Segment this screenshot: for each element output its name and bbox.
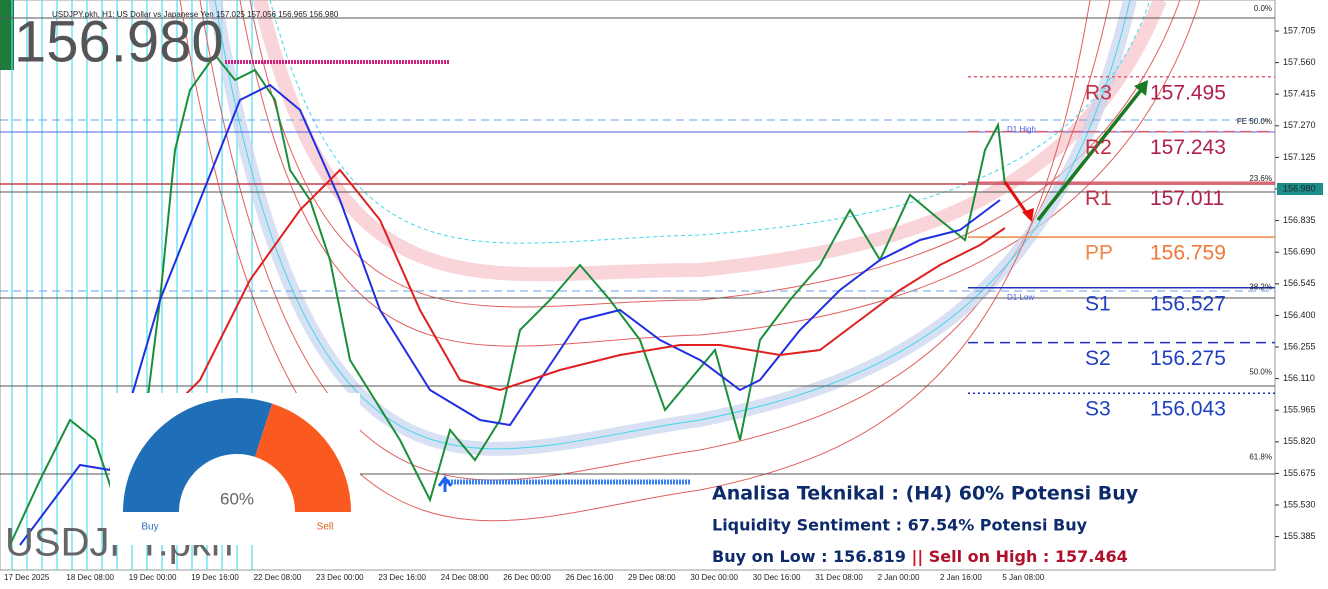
gauge-buy-arc [123, 398, 273, 512]
separator: || [912, 547, 924, 567]
time-tick-label: 17 Dec 2025 [4, 573, 50, 582]
gauge-label: 60% [220, 489, 254, 508]
price-tick-label: 156.545 [1283, 278, 1316, 288]
time-tick-label: 31 Dec 08:00 [815, 573, 863, 582]
time-tick-label: 5 Jan 08:00 [1002, 573, 1044, 582]
price-axis: 157.705 157.560 157.415 157.270 157.125 156.9… [1275, 25, 1323, 541]
symbol-line: USDJPY.pkh, H1: US Dollar vs Japanese Ye… [52, 10, 339, 19]
gauge-sell-arc [254, 403, 351, 512]
price-tick-label: 155.530 [1283, 499, 1316, 509]
pivot-value: 156.043 [1150, 398, 1226, 421]
time-tick-label: 2 Jan 00:00 [878, 573, 920, 582]
big-price: 156.980 [14, 9, 224, 74]
price-tick-label: 156.980 [1283, 183, 1316, 193]
pivot-name: PP [1085, 242, 1113, 265]
time-tick-label: 23 Dec 00:00 [316, 573, 364, 582]
up-trend-arrow [1036, 83, 1147, 222]
pivot-name: S1 [1085, 292, 1111, 315]
analysis-line: Liquidity Sentiment : 67.54% Potensi Buy [712, 516, 1088, 535]
time-tick-label: 22 Dec 08:00 [254, 573, 302, 582]
price-tick-label: 155.820 [1283, 436, 1316, 446]
price-tick-label: 155.965 [1283, 405, 1316, 415]
price-tick-label: 155.385 [1283, 531, 1316, 541]
pivot-name: R3 [1085, 81, 1112, 104]
gauge-sell: Sell [317, 522, 334, 533]
pivot-name: R2 [1085, 136, 1112, 159]
time-tick-label: 23 Dec 16:00 [378, 573, 426, 582]
pivot-name: S3 [1085, 398, 1111, 421]
time-tick-label: 26 Dec 16:00 [566, 573, 614, 582]
fib-label: 50.0% [1249, 368, 1272, 377]
regression-bands [179, 0, 1201, 522]
gauge-buy: Buy [141, 522, 158, 533]
time-tick-label: 2 Jan 16:00 [940, 573, 982, 582]
price-tick-label: 156.255 [1283, 341, 1316, 351]
price-tick-label: 157.125 [1283, 152, 1316, 162]
pivot-value: 156.759 [1150, 242, 1226, 265]
fib-label: 0.0% [1254, 4, 1272, 13]
price-tick-label: 156.835 [1283, 215, 1316, 225]
pivot-value: 156.275 [1150, 347, 1226, 370]
pivot-name: R1 [1085, 187, 1112, 210]
pivot-value: 156.527 [1150, 292, 1226, 315]
gauge [123, 398, 351, 512]
fib-label: 38.2% [1249, 283, 1272, 292]
time-tick-label: 30 Dec 00:00 [690, 573, 738, 582]
analysis-line: Buy on Low : 156.819 || Sell on High : 1… [712, 547, 1128, 567]
time-tick-label: 29 Dec 08:00 [628, 573, 676, 582]
time-tick-label: 24 Dec 08:00 [441, 573, 489, 582]
time-tick-label: 30 Dec 16:00 [753, 573, 801, 582]
time-tick-label: 18 Dec 08:00 [66, 573, 114, 582]
slow-ma [149, 168, 1006, 431]
pivot-value: 157.243 [1150, 136, 1226, 159]
pivot-labels: R3 157.495 R2 157.243 R1 157.011 PP 156.759 S1 15… [1085, 81, 1226, 420]
pivot-name: S2 [1085, 347, 1111, 370]
price-tick-label: 156.690 [1283, 247, 1316, 257]
up-trend-arrow-head [1134, 80, 1148, 96]
sell-text: Sell on High : 157.464 [923, 547, 1128, 566]
fib-label: 61.8% [1249, 453, 1272, 462]
d1-high-label: D1 High [1007, 125, 1036, 134]
time-tick-label: 19 Dec 00:00 [129, 573, 177, 582]
time-axis: 17 Dec 2025 18 Dec 08:00 19 Dec 00:00 19 De… [4, 573, 1045, 582]
price-tick-label: 157.560 [1283, 57, 1316, 67]
current-price-box [1277, 183, 1323, 195]
time-tick-label: 19 Dec 16:00 [191, 573, 239, 582]
down-arrow-head [1022, 208, 1034, 222]
d1-low-label: D1 Low [1007, 293, 1034, 302]
pivot-lines [968, 76, 1275, 394]
price-tick-label: 157.270 [1283, 120, 1316, 130]
price-candles [9, 53, 1006, 546]
fast-ma [19, 83, 1001, 546]
up-arrow [437, 475, 453, 492]
buy-text: Buy on Low : 156.819 [712, 547, 912, 566]
fib-label: FE 50.0% [1237, 117, 1272, 126]
price-tick-label: 156.110 [1283, 373, 1315, 383]
price-tick-label: 157.415 [1283, 89, 1316, 99]
time-tick-label: 26 Dec 00:00 [503, 573, 551, 582]
price-tick-label: 155.675 [1283, 468, 1316, 478]
analysis-line: Analisa Teknikal : (H4) 60% Potensi Buy [712, 483, 1139, 505]
fib-label: 23.6% [1249, 174, 1272, 183]
price-tick-label: 157.705 [1283, 25, 1316, 35]
pivot-value: 157.011 [1150, 187, 1224, 210]
price-tick-label: 156.400 [1283, 310, 1316, 320]
pivot-value: 157.495 [1150, 81, 1226, 104]
fib-labels: 0.0% FE 50.0% 23.6% 38.2% 50.0% 61.8% [1237, 4, 1272, 462]
